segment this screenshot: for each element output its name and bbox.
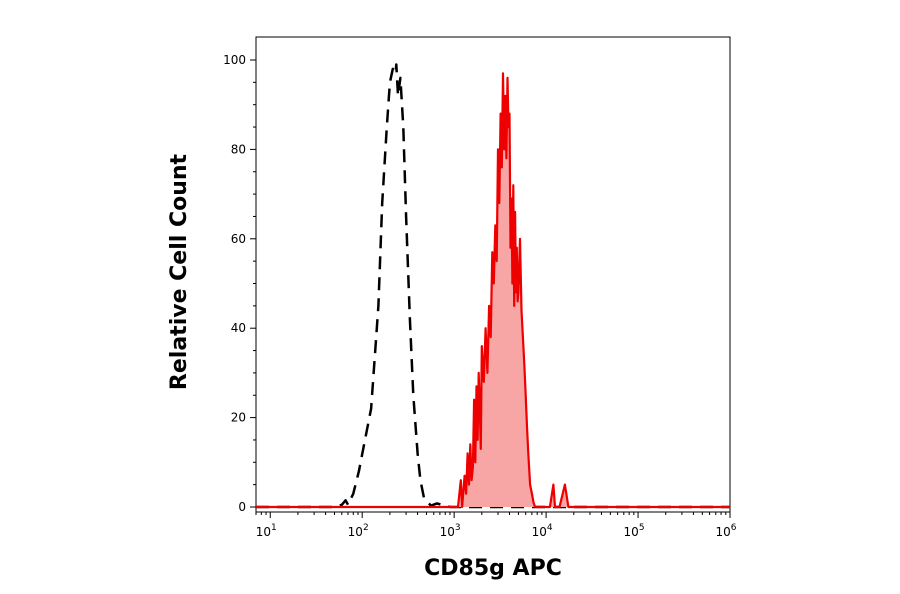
y-tick-label: 80 (231, 142, 246, 156)
x-tick-label: 102 (348, 523, 369, 539)
series-1-area (256, 73, 730, 508)
series-layer (256, 63, 730, 509)
x-tick-label: 105 (624, 523, 645, 539)
x-tick-exponent: 4 (547, 523, 553, 533)
y-tick-label: 40 (231, 321, 246, 335)
series-1-line (256, 72, 730, 509)
x-tick-exponent: 3 (455, 523, 461, 533)
x-tick-base: 10 (532, 525, 547, 539)
y-tick-label: 100 (223, 53, 246, 67)
x-tick-label: 103 (440, 523, 461, 539)
x-tick-base: 10 (348, 525, 363, 539)
x-axis: 101 102 103 104 105 106 (255, 512, 737, 539)
y-tick-label: 20 (231, 411, 246, 425)
x-tick-label: 106 (715, 523, 736, 539)
y-tick-label: 0 (238, 500, 246, 514)
x-tick-base: 10 (256, 525, 271, 539)
series-0-line (256, 63, 730, 509)
y-tick-label: 60 (231, 232, 246, 246)
x-tick-exponent: 6 (731, 523, 737, 533)
x-tick-exponent: 2 (363, 523, 369, 533)
x-tick-base: 10 (624, 525, 639, 539)
x-tick-exponent: 5 (639, 523, 645, 533)
x-tick-base: 10 (440, 525, 455, 539)
x-tick-label: 101 (256, 523, 277, 539)
y-axis-title: Relative Cell Count (167, 153, 192, 390)
x-tick-base: 10 (715, 525, 730, 539)
x-tick-exponent: 1 (271, 523, 277, 533)
x-axis-title: CD85g APC (424, 556, 562, 581)
y-axis: 0 20 40 60 80 100 (223, 53, 256, 514)
x-tick-label: 104 (532, 523, 553, 539)
plot-frame (255, 36, 731, 513)
